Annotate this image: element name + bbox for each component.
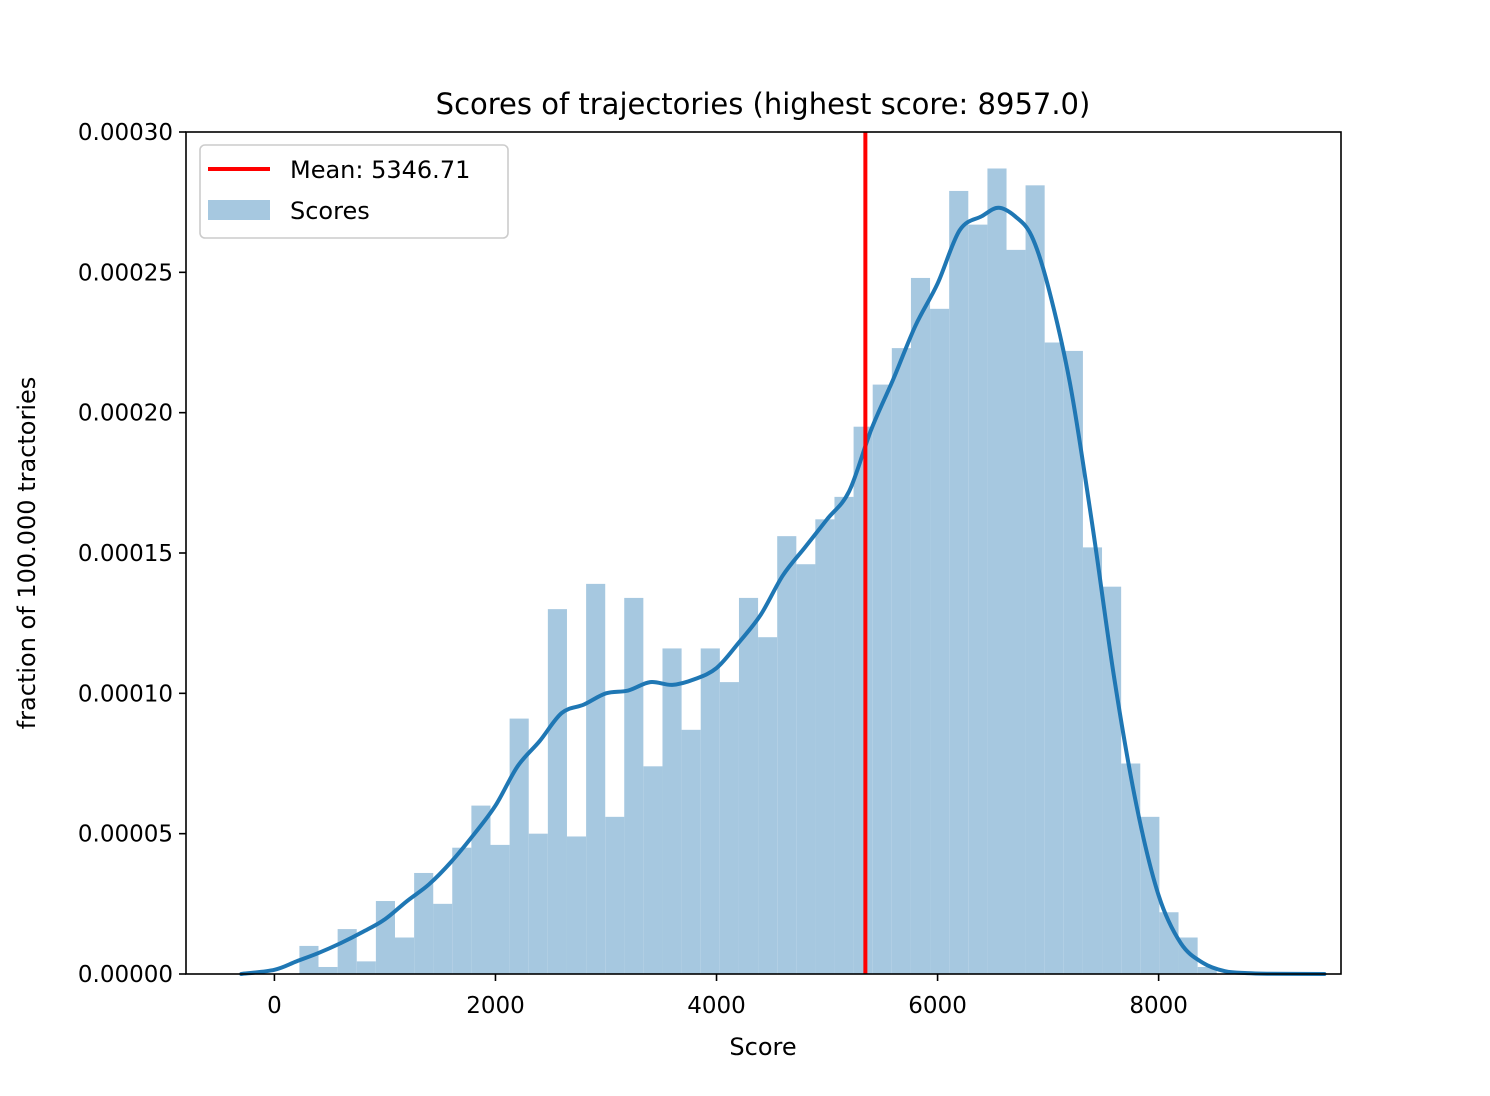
histogram-bar [1063, 350, 1083, 974]
histogram-bar [662, 648, 682, 974]
y-tick-label: 0.00005 [78, 822, 173, 848]
histogram-bars [299, 168, 1217, 975]
histogram-bar [1140, 816, 1160, 974]
x-tick-label: 0 [267, 993, 282, 1019]
histogram-bar [1006, 249, 1026, 974]
legend-scores-label: Scores [290, 197, 370, 225]
histogram-bar [949, 190, 969, 974]
x-axis-label: Score [729, 1033, 796, 1061]
histogram-bar [624, 597, 644, 974]
histogram-bar [815, 519, 835, 974]
histogram-bar [910, 277, 931, 974]
histogram-bar [547, 609, 567, 974]
chart-title: Scores of trajectories (highest score: 8… [436, 87, 1091, 121]
y-tick-label: 0.00020 [78, 401, 173, 427]
histogram-bar [586, 583, 606, 974]
y-tick-label: 0.00010 [78, 681, 173, 707]
histogram-bar [509, 718, 529, 974]
y-axis-ticks: 0.00000 0.00005 0.00010 0.00015 0.00020 0.000… [78, 120, 186, 988]
histogram-bar [452, 847, 472, 974]
histogram-bar [471, 805, 491, 974]
histogram-bar [356, 961, 376, 974]
x-tick-label: 2000 [466, 993, 525, 1019]
histogram-bar [528, 833, 548, 974]
x-tick-label: 8000 [1129, 993, 1188, 1019]
histogram-bar [414, 872, 434, 974]
histogram-bar [853, 426, 873, 974]
legend-scores-swatch [208, 200, 270, 220]
histogram-bar [1197, 966, 1217, 974]
histogram-bar [1025, 185, 1045, 974]
histogram-bar [433, 903, 453, 974]
histogram-bar [719, 682, 739, 974]
kde-curve [239, 205, 1327, 976]
histogram-bar [738, 597, 759, 974]
histogram-bar [1102, 586, 1122, 974]
legend: Mean: 5346.71 Scores [199, 144, 509, 239]
y-tick-label: 0.00025 [78, 260, 173, 286]
histogram-bar [968, 224, 988, 974]
y-tick-label: 0.00000 [78, 962, 173, 988]
histogram-bar [891, 348, 911, 974]
histogram-bar [930, 308, 950, 974]
histogram-bar [681, 729, 701, 974]
histogram-bar [490, 844, 510, 974]
histogram-bar [643, 766, 663, 974]
histogram-bar [777, 536, 797, 974]
y-tick-label: 0.00015 [78, 541, 173, 567]
histogram-bar [1082, 547, 1103, 974]
x-tick-label: 4000 [687, 993, 746, 1019]
histogram-bar [872, 384, 892, 975]
kde-curve-group [239, 205, 1327, 976]
histogram-bar [375, 901, 395, 974]
y-axis-label: fraction of 100.000 tractories [13, 377, 41, 730]
histogram-bar [1044, 342, 1064, 974]
histogram-bar [796, 564, 816, 974]
legend-mean-label: Mean: 5346.71 [290, 156, 470, 184]
legend-box [199, 144, 509, 239]
histogram-bar [834, 496, 854, 974]
y-tick-label: 0.00030 [78, 120, 173, 146]
x-axis-ticks: 0 2000 4000 6000 8000 [267, 974, 1188, 1019]
histogram-bar [605, 816, 625, 974]
histogram-bar [318, 966, 338, 974]
histogram-bar [395, 937, 415, 974]
histogram-bar [1121, 763, 1141, 974]
histogram-bar [700, 648, 720, 974]
histogram-bar [758, 637, 778, 974]
histogram-bar [987, 168, 1007, 975]
histogram-bar [566, 836, 587, 974]
x-tick-label: 6000 [908, 993, 967, 1019]
